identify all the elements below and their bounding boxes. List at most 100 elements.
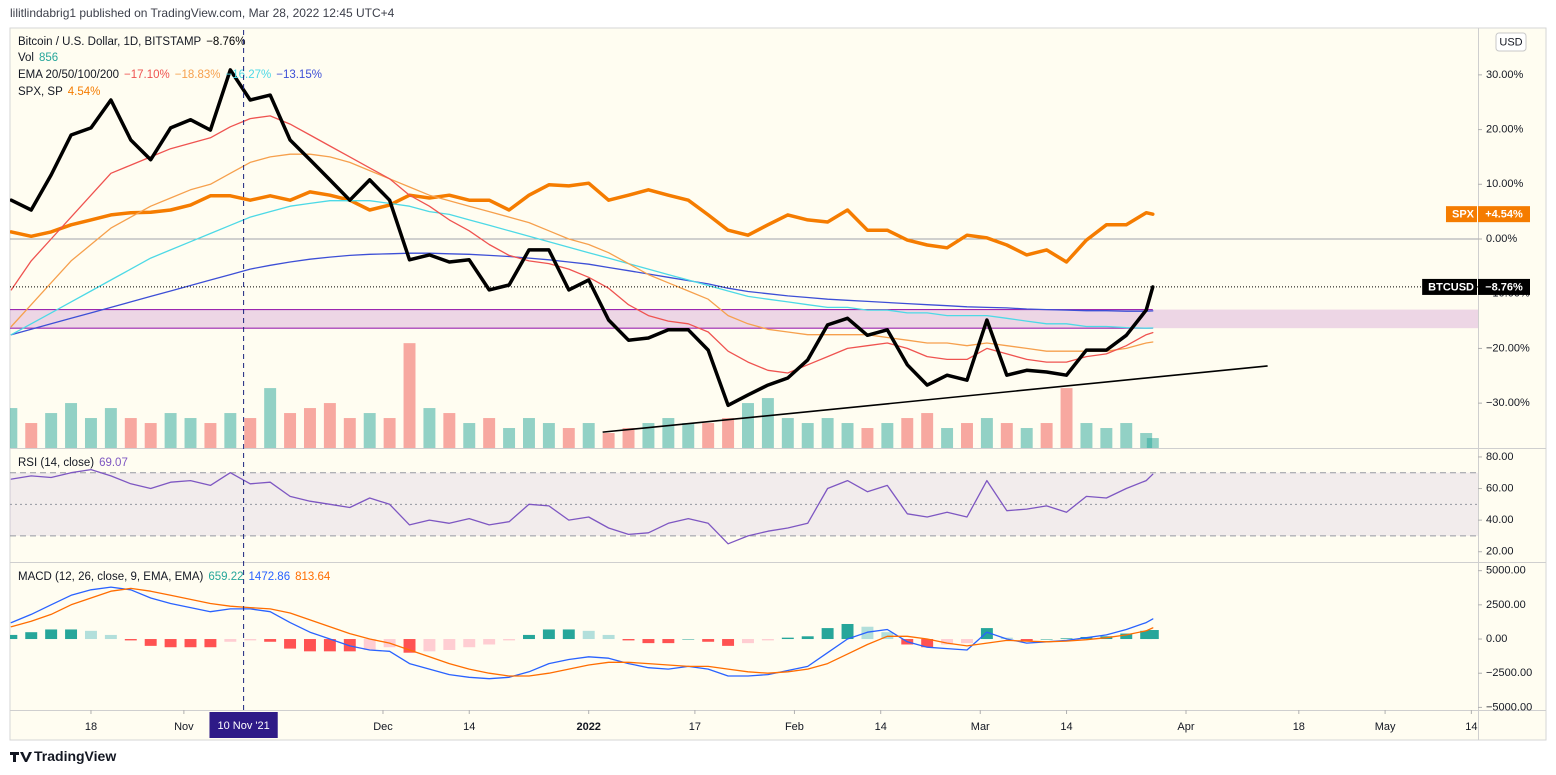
histogram-bar (682, 639, 695, 640)
histogram-bar (104, 634, 117, 640)
currency-label[interactable]: USD (1499, 36, 1522, 48)
volume-bar (1120, 423, 1133, 448)
series-line (10, 153, 1154, 352)
y-tick-label: −30.00% (1486, 397, 1530, 409)
histogram-bar (821, 628, 834, 640)
x-tick-label: Mar (971, 721, 990, 733)
histogram-bar (523, 634, 535, 640)
histogram-bar (881, 632, 894, 640)
pane (10, 586, 1159, 680)
volume-bar (1100, 428, 1113, 448)
volume-bar (841, 423, 854, 448)
histogram-bar (742, 639, 754, 644)
price-label-value: +4.54% (1485, 209, 1523, 221)
volume-bar (264, 388, 277, 448)
histogram-bar (702, 639, 715, 642)
volume-bar (542, 423, 555, 448)
histogram-bar (961, 639, 973, 644)
x-tick-label: 18 (85, 721, 97, 733)
volume-bar (204, 423, 217, 448)
histogram-bar (124, 639, 137, 641)
series-line (10, 181, 1155, 264)
series-name-label: SPX (1452, 209, 1475, 221)
volume-bar (503, 428, 516, 448)
volume-bar (861, 428, 874, 448)
histogram-bar (622, 639, 635, 641)
y-tick-label: 5000.00 (1486, 565, 1526, 577)
series-name-box (1422, 278, 1477, 295)
histogram-bar (184, 639, 197, 648)
volume-bar (84, 418, 97, 448)
volume-bar (25, 423, 38, 448)
histogram-bar (343, 639, 356, 652)
histogram-bar (144, 639, 157, 646)
volume-bar (343, 418, 356, 448)
pane (10, 468, 1478, 545)
volume-bar (284, 413, 297, 448)
volume-bar (602, 433, 615, 448)
histogram-bar (84, 630, 97, 640)
volume-bar (483, 418, 496, 448)
histogram-bar (921, 639, 934, 648)
volume-bar (821, 418, 834, 448)
histogram-bar (323, 639, 336, 652)
legend-value: −13.15% (276, 69, 322, 81)
volume-bar (1146, 438, 1159, 448)
histogram-bar (264, 639, 277, 642)
volume-bar (662, 418, 675, 448)
volume-bar (742, 403, 754, 448)
histogram-bar (45, 629, 58, 640)
y-tick-label: 40.00 (1486, 514, 1514, 526)
volume-bar (562, 428, 575, 448)
histogram-bar (801, 636, 814, 640)
y-tick-label: −2500.00 (1486, 667, 1532, 679)
legend-value: 659.22 (208, 571, 243, 583)
histogram-bar (423, 639, 436, 652)
histogram-bar (1020, 639, 1033, 642)
legend-value: 856 (39, 52, 58, 64)
histogram-bar (403, 639, 416, 653)
y-tick-label: 10.00% (1486, 178, 1524, 190)
histogram-bar (65, 629, 78, 640)
histogram-bar (284, 639, 297, 649)
currency-button[interactable] (1495, 32, 1527, 52)
volume-bar (1020, 428, 1033, 448)
series-line (10, 200, 1154, 336)
volume-bar (10, 408, 18, 448)
volume-bar (383, 418, 396, 448)
pane (10, 68, 1478, 448)
volume-bar (801, 423, 814, 448)
histogram-bar (1140, 630, 1153, 640)
histogram-bar (662, 639, 675, 644)
series-line (10, 68, 1155, 408)
price-label-value: −8.76% (1485, 281, 1523, 293)
chart-background (9, 27, 1547, 741)
series-line (10, 468, 1154, 545)
price-label-box (1478, 206, 1530, 223)
volume-bar (244, 418, 257, 448)
x-tick-label: May (1375, 721, 1396, 733)
legend-value: −8.76% (206, 36, 245, 48)
volume-bar (1080, 423, 1093, 448)
volume-bar (144, 423, 157, 448)
histogram-bar (1120, 633, 1133, 640)
x-tick-label: Apr (1177, 721, 1194, 733)
y-tick-label: −20.00% (1486, 342, 1530, 354)
y-tick-label: −5000.00 (1486, 701, 1532, 713)
y-tick-label: 30.00% (1486, 69, 1524, 81)
volume-bar (523, 418, 535, 448)
legend-value: 1472.86 (249, 571, 291, 583)
histogram-bar (722, 639, 735, 646)
brand-name: TradingView (34, 748, 116, 764)
series-name-label: BTCUSD (1428, 281, 1474, 293)
legend-label: EMA 20/50/100/200 (18, 69, 119, 81)
histogram-bar (1040, 639, 1053, 640)
volume-bar (781, 418, 794, 448)
histogram-bar (244, 639, 257, 641)
x-tick-label: 14 (875, 721, 887, 733)
x-tick-label: Nov (174, 721, 194, 733)
volume-bar (722, 418, 735, 448)
x-tick-label: Feb (785, 721, 804, 733)
series-line (10, 252, 1154, 336)
volume-bar (980, 418, 993, 448)
